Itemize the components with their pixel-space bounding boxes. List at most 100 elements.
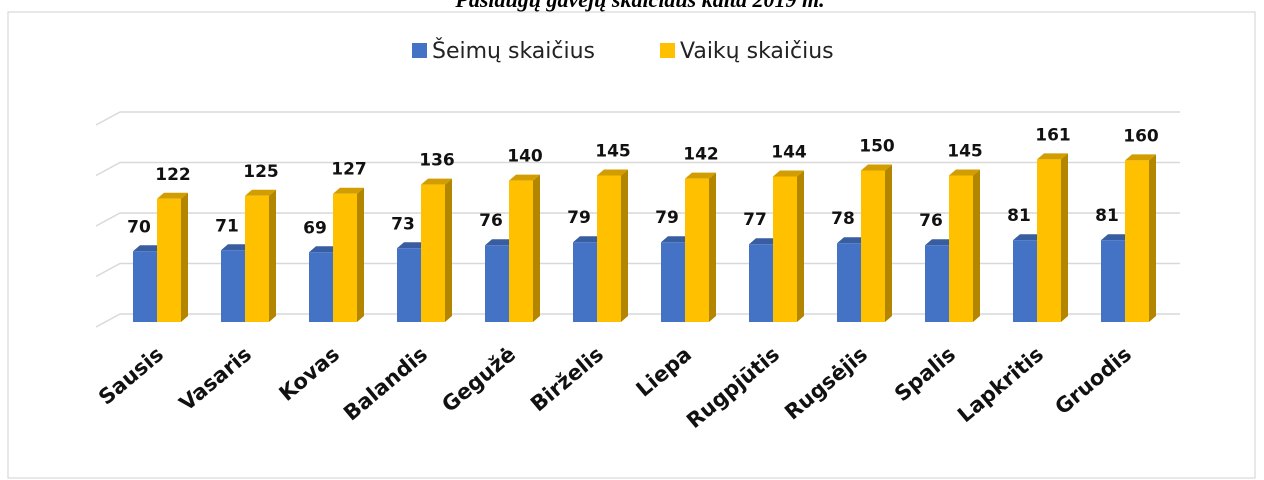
bar-face: [661, 236, 692, 243]
bar: [949, 169, 980, 322]
legend-label: Šeimų skaičius: [432, 38, 595, 64]
bar-face: [333, 193, 357, 322]
value-label: 70: [127, 217, 151, 237]
value-label: 142: [683, 145, 719, 165]
bar: [509, 174, 540, 322]
bar-face: [357, 187, 364, 322]
bar-face: [925, 239, 956, 246]
value-label: 71: [215, 216, 239, 236]
bar-face: [949, 169, 980, 176]
bar-face: [749, 238, 780, 245]
bar-face: [309, 246, 340, 253]
bar-face: [509, 180, 533, 322]
bar: [597, 169, 628, 322]
bar: [1125, 154, 1156, 322]
bar-face: [685, 172, 716, 179]
bar-face: [709, 172, 716, 322]
bar-face: [509, 174, 540, 181]
bar-face: [1037, 153, 1068, 160]
bar-face: [1037, 159, 1061, 322]
bar-face: [421, 178, 452, 185]
bar-face: [445, 178, 452, 322]
bar-face: [973, 169, 980, 322]
bar-face: [773, 170, 804, 177]
value-label: 73: [391, 214, 415, 234]
value-label: 125: [243, 162, 279, 182]
chart-title: Paslaugų gavėjų skaičiaus kaita 2019 m.: [454, 0, 824, 12]
bar: [157, 192, 188, 322]
bar-face: [861, 164, 892, 171]
value-label: 144: [771, 143, 807, 163]
grid-line: [95, 212, 1180, 227]
legend-label: Vaikų skaičius: [680, 39, 834, 64]
bar-face: [397, 248, 421, 322]
value-label: 160: [1123, 126, 1159, 146]
legend-swatch: [412, 43, 427, 58]
value-label: 145: [595, 142, 631, 162]
value-label: 69: [303, 218, 327, 238]
value-label: 122: [155, 165, 191, 185]
bar-face: [157, 192, 188, 199]
bar-face: [861, 170, 885, 322]
bar-face: [181, 192, 188, 322]
bar-face: [245, 189, 276, 196]
value-label: 81: [1007, 206, 1031, 226]
bar-face: [837, 237, 868, 244]
value-label: 145: [947, 142, 983, 162]
bar-face: [309, 252, 333, 322]
bar-face: [1061, 153, 1068, 322]
bar: [245, 189, 276, 322]
bar-face: [797, 170, 804, 322]
bar-face: [133, 245, 164, 252]
bar-face: [621, 169, 628, 322]
bar: [333, 187, 364, 322]
bar-face: [245, 195, 269, 322]
bar-face: [397, 242, 428, 249]
legend-swatch: [660, 43, 675, 58]
bar-face: [573, 242, 597, 322]
bar-face: [333, 187, 364, 194]
bar: [685, 172, 716, 322]
grid-line: [95, 161, 1180, 177]
bar-face: [1101, 234, 1132, 241]
value-label: 79: [567, 208, 591, 228]
value-label: 77: [743, 210, 767, 230]
bar-face: [597, 175, 621, 322]
bar-face: [573, 236, 604, 243]
bar-face: [421, 184, 445, 322]
bar: [421, 178, 452, 322]
bar-face: [533, 174, 540, 322]
value-label: 150: [859, 137, 895, 157]
value-label: 127: [331, 160, 367, 180]
value-label: 78: [831, 209, 855, 229]
value-label: 79: [655, 208, 679, 228]
bar-face: [949, 175, 973, 322]
bar-face: [749, 244, 773, 322]
bar-face: [685, 178, 709, 322]
bar-face: [925, 245, 949, 322]
grid-line: [95, 262, 1180, 278]
bar-face: [1101, 240, 1125, 322]
value-label: 140: [507, 147, 543, 167]
bar-face: [269, 189, 276, 322]
bar: [861, 164, 892, 322]
grid-line: [95, 111, 1180, 126]
bar-face: [221, 250, 245, 322]
bar-face: [773, 176, 797, 322]
bar-face: [661, 242, 685, 322]
bar-face: [1149, 154, 1156, 322]
bar-face: [133, 251, 157, 322]
bar-face: [1013, 234, 1044, 241]
bar: [1037, 153, 1068, 322]
value-label: 76: [479, 211, 503, 231]
bar-face: [597, 169, 628, 176]
bar-face: [885, 164, 892, 322]
grid-line: [95, 313, 1180, 328]
bar-face: [1013, 240, 1037, 322]
bar-face: [485, 245, 509, 322]
value-label: 81: [1095, 206, 1119, 226]
bar-face: [1125, 160, 1149, 322]
value-label: 76: [919, 211, 943, 231]
bar-face: [1125, 154, 1156, 161]
